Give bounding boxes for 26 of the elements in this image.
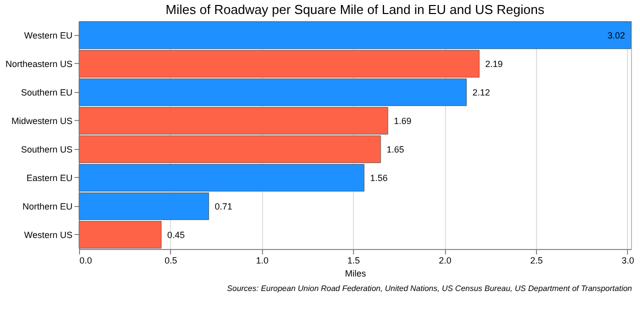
- data-label: 1.65: [386, 144, 404, 154]
- y-tick-label: Eastern EU: [26, 172, 72, 183]
- data-label: 3.02: [607, 30, 625, 40]
- x-tick-label: 2.0: [438, 256, 452, 266]
- chart-title: Miles of Roadway per Square Mile of Land in EU and US Regions: [166, 2, 545, 17]
- y-tick-label: Southern EU: [20, 87, 72, 98]
- source-note: Sources: European Union Road Federation, United Nations, US Census Bureau, US Department of Transportation: [226, 284, 633, 294]
- x-tick-label: 0.5: [164, 256, 178, 266]
- data-label: 2.12: [472, 87, 490, 98]
- y-tick-label: Northern EU: [22, 201, 72, 212]
- x-tick-label: 3.0: [622, 256, 634, 266]
- x-axis-title: Miles: [344, 268, 366, 278]
- y-tick-label: Western EU: [24, 30, 72, 40]
- y-tick-label: Western US: [24, 230, 72, 240]
- x-tick-label: 1.5: [347, 256, 360, 266]
- data-label: 2.19: [485, 58, 503, 69]
- data-label: 1.69: [394, 116, 412, 126]
- x-tick-label: 0.0: [80, 256, 92, 266]
- data-label: 0.45: [167, 230, 185, 240]
- y-tick-label: Southern US: [20, 144, 72, 154]
- y-tick-label: Midwestern US: [11, 116, 72, 126]
- y-tick-label: Northeastern US: [5, 58, 72, 69]
- x-tick-label: 1.0: [256, 256, 269, 266]
- data-label: 1.56: [370, 172, 388, 183]
- data-label: 0.71: [214, 201, 232, 212]
- x-tick-label: 2.5: [530, 256, 543, 266]
